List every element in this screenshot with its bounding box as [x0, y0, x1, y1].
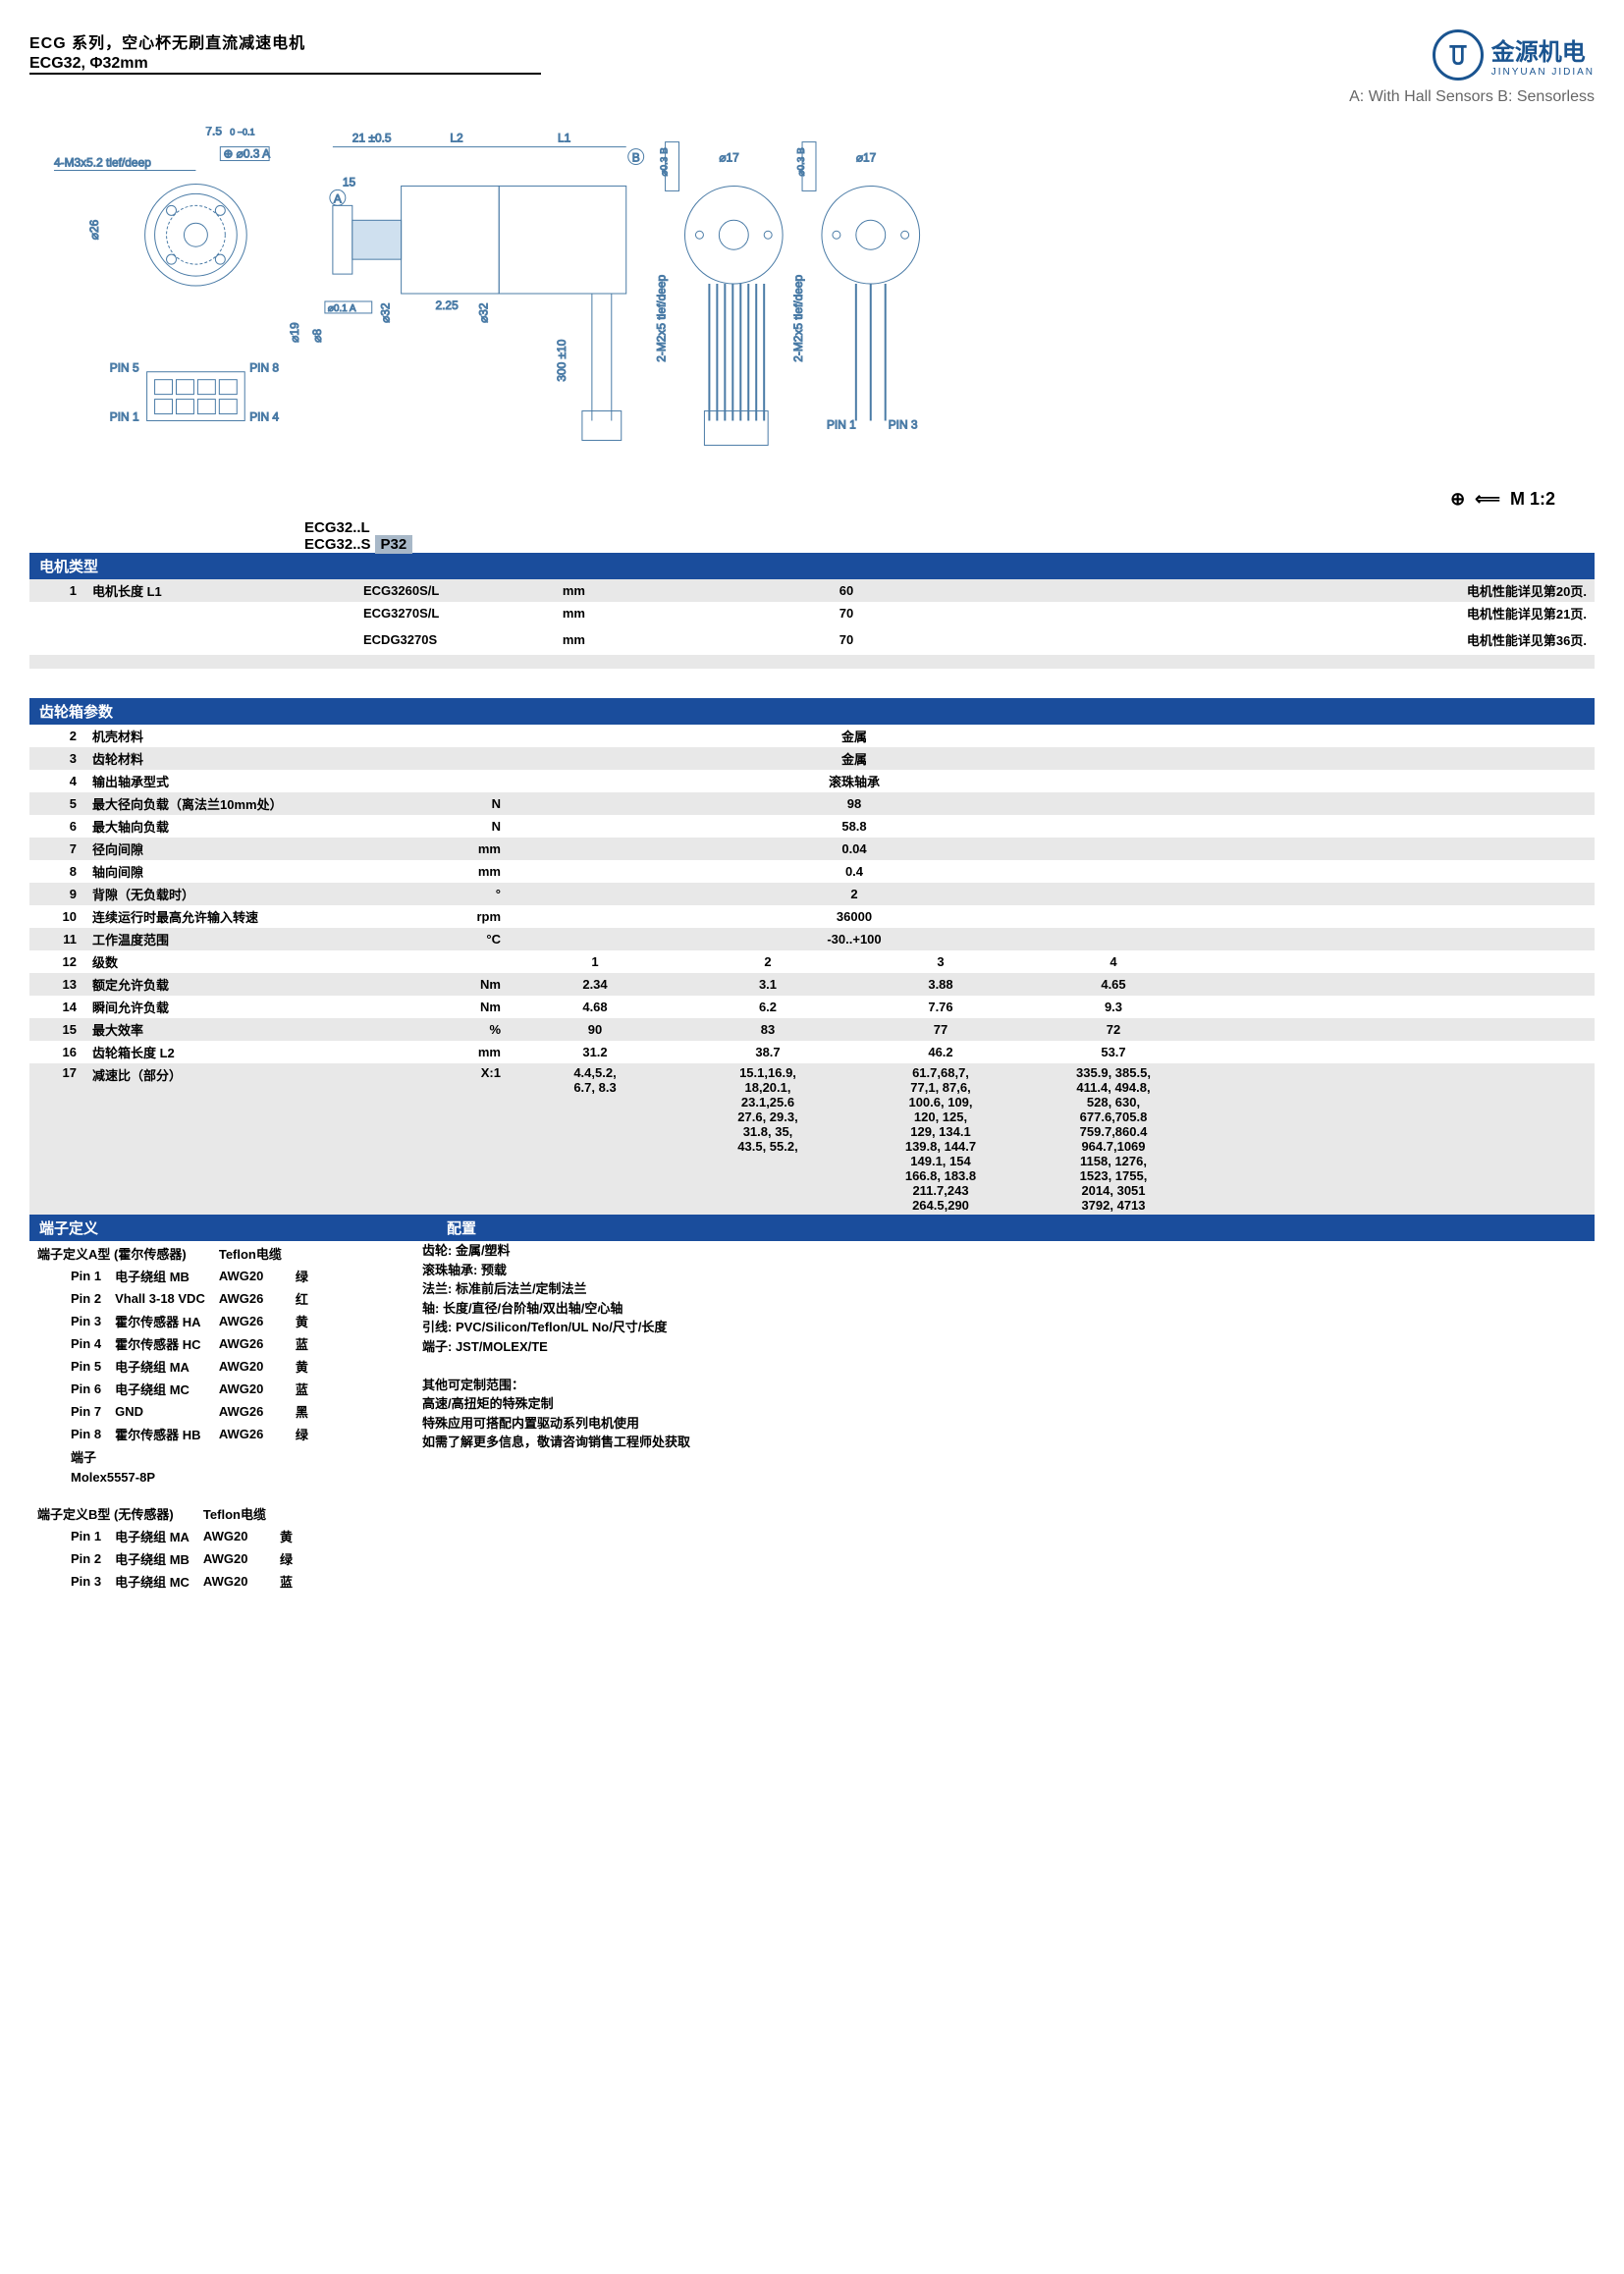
- gearbox-table: 2机壳材料金属3齿轮材料金属4输出轴承型式滚珠轴承5最大径向负载（离法兰10mm…: [29, 725, 1595, 1215]
- table-row: 13额定允许负载Nm2.343.13.884.65: [29, 973, 1595, 996]
- config-options: 齿轮: 金属/塑料滚珠轴承: 预载法兰: 标准前后法兰/定制法兰轴: 长度/直径…: [422, 1241, 1595, 1594]
- svg-text:PIN 4: PIN 4: [249, 410, 279, 424]
- table-row: 10连续运行时最高允许输入转速rpm36000: [29, 905, 1595, 928]
- svg-text:⌀17: ⌀17: [856, 151, 877, 165]
- dim-flange-hole: 4-M3x5.2 tief/deep: [54, 156, 151, 170]
- svg-text:⌀32: ⌀32: [379, 302, 393, 323]
- series-title: ECG 系列，空心杯无刷直流减速电机: [29, 29, 541, 53]
- svg-text:⌀0.1 A: ⌀0.1 A: [328, 303, 356, 314]
- table-row: 2机壳材料金属: [29, 725, 1595, 747]
- pin-row: Pin 2电子绕组 MBAWG20绿: [31, 1548, 298, 1569]
- svg-text:PIN 1: PIN 1: [110, 410, 139, 424]
- pin-row: Pin 1电子绕组 MBAWG20绿: [31, 1266, 314, 1286]
- svg-text:PIN 5: PIN 5: [110, 361, 139, 375]
- svg-text:⌀19: ⌀19: [288, 322, 301, 343]
- brand-sub: JINYUAN JIDIAN: [1491, 67, 1595, 78]
- drawing-scale: ⊕ ⟸ M 1:2: [29, 489, 1555, 510]
- section-config: 配置: [437, 1215, 1595, 1241]
- logo-icon: [1433, 29, 1484, 81]
- technical-drawing: 4-M3x5.2 tief/deep ⌀26 ⊕ ⌀0.3 A 7.5 0 −0.…: [29, 112, 1595, 485]
- table-row: 3齿轮材料金属: [29, 747, 1595, 770]
- svg-text:PIN 8: PIN 8: [249, 361, 279, 375]
- svg-text:2-M2x5 tief/deep: 2-M2x5 tief/deep: [655, 274, 669, 361]
- pin-row: Pin 1电子绕组 MAAWG20黄: [31, 1526, 298, 1546]
- section-gearbox: 齿轮箱参数: [29, 698, 1595, 725]
- svg-text:A: A: [334, 191, 342, 205]
- motor-type-table: 1电机长度 L1ECG3260S/Lmm60电机性能详见第20页.ECG3270…: [29, 579, 1595, 651]
- pin-row: Pin 5电子绕组 MAAWG20黄: [31, 1356, 314, 1377]
- svg-text:PIN 3: PIN 3: [889, 417, 918, 431]
- svg-text:L1: L1: [558, 132, 571, 145]
- svg-text:300 ±10: 300 ±10: [555, 339, 568, 381]
- svg-text:PIN 1: PIN 1: [827, 417, 856, 431]
- terminal-definitions: 端子定义A型 (霍尔传感器)Teflon电缆Pin 1电子绕组 MBAWG20绿…: [29, 1241, 383, 1594]
- svg-text:⌀26: ⌀26: [87, 219, 101, 240]
- svg-text:0 −0.1: 0 −0.1: [230, 128, 254, 137]
- pin-row: Pin 4霍尔传感器 HCAWG26蓝: [31, 1333, 314, 1354]
- table-row: 7径向间隙mm0.04: [29, 838, 1595, 860]
- section-terminal: 端子定义: [29, 1215, 437, 1241]
- pin-row: Pin 2Vhall 3-18 VDCAWG26红: [31, 1288, 314, 1309]
- table-row: 15最大效率%90837772: [29, 1018, 1595, 1041]
- svg-text:2.25: 2.25: [435, 298, 459, 312]
- table-row: 11工作温度范围°C-30..+100: [29, 928, 1595, 950]
- table-row: 16齿轮箱长度 L2mm31.238.746.253.7: [29, 1041, 1595, 1063]
- table-row: 17减速比（部分）X:14.4,5.2, 6.7, 8.315.1,16.9, …: [29, 1063, 1595, 1215]
- table-row: 8轴向间隙mm0.4: [29, 860, 1595, 883]
- svg-text:⌀0.3 B: ⌀0.3 B: [796, 147, 807, 177]
- model-code-label: ECG32..L ECG32..SP32: [304, 519, 1595, 553]
- svg-text:⌀8: ⌀8: [310, 329, 324, 343]
- svg-text:15: 15: [343, 175, 356, 189]
- table-row: 9背隙（无负载时）°2: [29, 883, 1595, 905]
- brand-name: 金源机电: [1491, 32, 1595, 67]
- table-row: ECG3270S/Lmm70电机性能详见第21页.: [29, 602, 1595, 624]
- svg-text:21 ±0.5: 21 ±0.5: [352, 132, 392, 145]
- pin-row: Pin 3霍尔传感器 HAAWG26黄: [31, 1311, 314, 1331]
- svg-text:7.5: 7.5: [205, 127, 222, 138]
- table-row: 5最大径向负载（离法兰10mm处）N98: [29, 792, 1595, 815]
- section-motor-type: 电机类型: [29, 553, 1595, 579]
- pin-row: Pin 8霍尔传感器 HBAWG26绿: [31, 1424, 314, 1444]
- pin-row: Pin 6电子绕组 MCAWG20蓝: [31, 1379, 314, 1399]
- svg-text:⌀0.3 B: ⌀0.3 B: [660, 147, 671, 177]
- sensor-legend: A: With Hall Sensors B: Sensorless: [29, 88, 1595, 106]
- svg-text:⊕ ⌀0.3 A: ⊕ ⌀0.3 A: [223, 147, 270, 161]
- svg-text:2-M2x5 tief/deep: 2-M2x5 tief/deep: [791, 274, 805, 361]
- table-row: 14瞬间允许负载Nm4.686.27.769.3: [29, 996, 1595, 1018]
- svg-text:⌀17: ⌀17: [719, 151, 739, 165]
- brand-logo: 金源机电 JINYUAN JIDIAN: [1433, 29, 1595, 81]
- table-row: 12级数1234: [29, 950, 1595, 973]
- pin-row: Pin 3电子绕组 MCAWG20蓝: [31, 1571, 298, 1592]
- table-row: ECDG3270Smm70电机性能详见第36页.: [29, 628, 1595, 651]
- model-title: ECG32, Φ32mm: [29, 55, 541, 75]
- table-row: 4输出轴承型式滚珠轴承: [29, 770, 1595, 792]
- pin-row: Pin 7GNDAWG26黑: [31, 1401, 314, 1422]
- svg-text:⌀32: ⌀32: [476, 302, 490, 323]
- table-row: 6最大轴向负载N58.8: [29, 815, 1595, 838]
- svg-text:B: B: [632, 151, 640, 165]
- page-header: ECG 系列，空心杯无刷直流减速电机 ECG32, Φ32mm 金源机电 JIN…: [29, 29, 1595, 81]
- table-row: 1电机长度 L1ECG3260S/Lmm60电机性能详见第20页.: [29, 579, 1595, 602]
- svg-text:L2: L2: [450, 132, 463, 145]
